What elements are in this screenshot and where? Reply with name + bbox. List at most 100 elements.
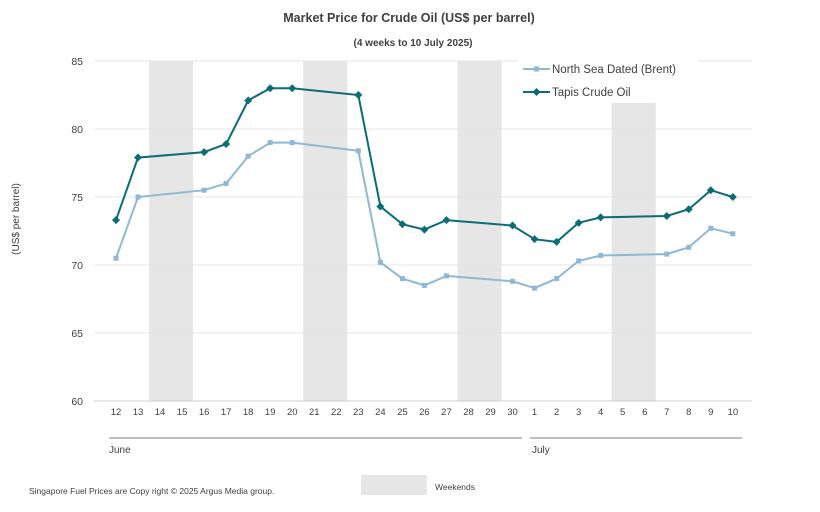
y-tick-80: 80	[71, 124, 83, 136]
point-s1-13	[530, 235, 539, 244]
point-s1-4	[244, 96, 253, 105]
weekend-legend-label: Weekends	[435, 482, 475, 492]
x-tick-11: 23	[353, 407, 364, 418]
point-s1-7	[354, 91, 363, 99]
point-s0-3	[223, 180, 229, 186]
x-tick-25: 7	[664, 407, 669, 418]
weekend-legend-swatch	[361, 475, 427, 495]
x-tick-24: 6	[642, 407, 647, 418]
point-s0-10	[421, 282, 427, 288]
point-s0-17	[664, 251, 670, 257]
point-s0-0	[113, 255, 119, 261]
month-label-0: June	[109, 445, 131, 456]
x-tick-4: 16	[199, 407, 210, 418]
chart-subtitle: (4 weeks to 10 July 2025)	[354, 38, 473, 49]
weekend-band-3	[611, 61, 656, 401]
x-tick-19: 1	[532, 407, 537, 418]
y-tick-60: 60	[71, 396, 83, 408]
x-tick-labels: 12 13 14 15 16 17 18 19 20 21 22 23 24 25 26 27 28 29 30 1 2…	[111, 407, 738, 418]
point-s1-6	[288, 84, 297, 93]
point-s0-9	[399, 276, 405, 282]
legend: North Sea Dated (Brent) Tapis Crude Oil	[518, 57, 698, 103]
point-s0-14	[554, 276, 560, 282]
point-s1-2	[200, 148, 209, 157]
point-s1-20	[728, 193, 737, 201]
weekend-band-0	[149, 61, 194, 401]
legend-label-1: Tapis Crude Oil	[552, 87, 631, 99]
x-tick-14: 26	[419, 407, 430, 418]
point-s1-18	[684, 205, 693, 214]
y-axis-label: (US$ per barrel)	[11, 183, 22, 255]
weekend-bands	[149, 61, 656, 401]
point-s0-13	[532, 285, 538, 291]
point-s0-19	[708, 225, 714, 231]
x-tick-20: 2	[554, 407, 559, 418]
point-s0-15	[576, 258, 582, 264]
point-s0-16	[598, 252, 604, 258]
y-tick-85: 85	[71, 56, 83, 68]
point-s1-5	[266, 84, 275, 93]
x-tick-17: 29	[485, 407, 496, 418]
gridlines	[94, 60, 752, 402]
x-tick-28: 10	[728, 407, 739, 418]
weekend-band-2	[457, 61, 502, 401]
point-s1-3	[222, 139, 231, 148]
x-tick-10: 22	[331, 407, 342, 418]
x-tick-5: 17	[221, 407, 232, 418]
point-s0-7	[355, 148, 361, 154]
x-tick-8: 20	[287, 407, 298, 418]
point-s1-1	[134, 153, 143, 162]
chart-title: Market Price for Crude Oil (US$ per barr…	[283, 11, 534, 25]
point-s0-11	[443, 273, 449, 279]
point-s0-5	[267, 140, 273, 146]
y-tick-70: 70	[71, 260, 83, 272]
point-s0-4	[245, 153, 251, 159]
x-tick-27: 9	[708, 407, 713, 418]
legend-marker-0	[534, 66, 539, 72]
point-s0-6	[289, 140, 295, 146]
x-tick-16: 28	[463, 407, 474, 418]
y-tick-labels: 60 65 70 75 80 85	[71, 56, 83, 408]
x-tick-7: 19	[265, 407, 276, 418]
point-s1-9	[398, 220, 407, 229]
point-s1-14	[552, 237, 561, 246]
point-s1-10	[420, 225, 429, 234]
x-tick-2: 14	[155, 407, 166, 418]
x-tick-26: 8	[686, 407, 691, 418]
legend-marker-1	[532, 88, 541, 96]
weekend-band-1	[303, 61, 348, 401]
point-s0-12	[510, 278, 516, 284]
x-tick-15: 27	[441, 407, 452, 418]
point-s1-11	[442, 216, 451, 225]
month-axis: June July	[109, 437, 742, 456]
point-s1-0	[112, 216, 120, 225]
legend-label-0: North Sea Dated (Brent)	[552, 64, 676, 76]
point-s0-8	[377, 259, 383, 265]
x-tick-1: 13	[133, 407, 144, 418]
series-1	[112, 84, 737, 246]
y-tick-65: 65	[71, 328, 83, 340]
legend-background	[518, 57, 698, 103]
point-s1-19	[706, 186, 715, 195]
point-s0-1	[135, 194, 141, 200]
x-tick-0: 12	[111, 407, 122, 418]
x-tick-23: 5	[620, 407, 625, 418]
point-s1-15	[574, 218, 583, 227]
point-s1-12	[508, 221, 517, 230]
point-s0-20	[730, 231, 736, 237]
x-tick-12: 24	[375, 407, 386, 418]
point-s1-8	[376, 202, 385, 211]
x-tick-3: 15	[177, 407, 188, 418]
copyright-text: Singapore Fuel Prices are Copy right © 2…	[29, 486, 274, 496]
point-s1-17	[662, 212, 671, 221]
x-tick-21: 3	[576, 407, 581, 418]
y-tick-75: 75	[71, 192, 83, 204]
point-s0-2	[201, 187, 207, 193]
x-tick-6: 18	[243, 407, 254, 418]
x-tick-9: 21	[309, 407, 320, 418]
x-tick-18: 30	[507, 407, 518, 418]
series-lines	[112, 84, 737, 291]
month-label-1: July	[532, 445, 550, 456]
x-tick-13: 25	[397, 407, 408, 418]
point-s1-16	[596, 213, 605, 222]
